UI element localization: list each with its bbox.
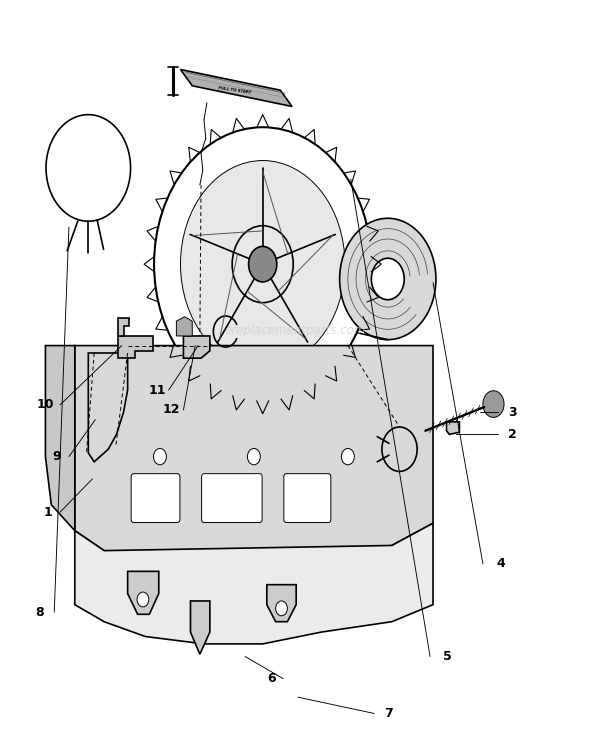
Polygon shape (75, 523, 433, 644)
Text: 8: 8 (35, 606, 44, 619)
FancyBboxPatch shape (284, 473, 331, 522)
Circle shape (137, 592, 149, 607)
Text: 3: 3 (508, 406, 517, 419)
Text: 10: 10 (37, 398, 54, 412)
Text: ereplacementparts.com: ereplacementparts.com (224, 324, 366, 337)
Polygon shape (176, 317, 192, 336)
Polygon shape (181, 70, 292, 106)
Polygon shape (117, 336, 153, 358)
Polygon shape (45, 345, 75, 531)
Circle shape (247, 449, 260, 465)
Polygon shape (88, 353, 127, 462)
Polygon shape (191, 601, 210, 655)
Circle shape (483, 391, 504, 418)
Polygon shape (447, 422, 460, 435)
Polygon shape (127, 571, 159, 614)
Polygon shape (267, 585, 296, 622)
Text: 1: 1 (44, 506, 53, 519)
Circle shape (248, 247, 277, 282)
Text: 4: 4 (496, 557, 505, 571)
Polygon shape (117, 318, 129, 336)
Text: 5: 5 (443, 650, 452, 663)
Polygon shape (75, 345, 433, 573)
Circle shape (153, 449, 166, 465)
FancyBboxPatch shape (202, 473, 262, 522)
Text: 11: 11 (148, 383, 166, 397)
FancyBboxPatch shape (131, 473, 180, 522)
Circle shape (276, 601, 287, 616)
Text: 9: 9 (53, 450, 61, 463)
Circle shape (181, 160, 345, 368)
Circle shape (340, 218, 436, 340)
Text: PULL TO START: PULL TO START (218, 86, 251, 94)
Circle shape (342, 449, 355, 465)
Text: 7: 7 (385, 707, 394, 720)
Text: 12: 12 (163, 403, 181, 417)
Text: 2: 2 (508, 428, 517, 441)
Circle shape (371, 259, 404, 299)
Polygon shape (183, 336, 210, 358)
Text: 6: 6 (267, 672, 276, 685)
